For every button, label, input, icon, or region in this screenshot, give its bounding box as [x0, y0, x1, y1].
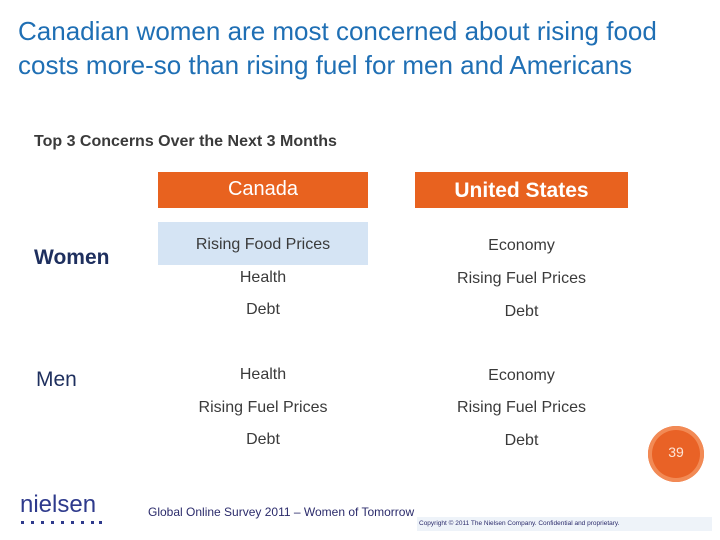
footer-survey-title: Global Online Survey 2011 – Women of Tom… [148, 505, 415, 519]
women-canada-3: Debt [246, 301, 280, 318]
men-us-1: Economy [488, 367, 555, 384]
men-us-2: Rising Fuel Prices [457, 399, 586, 416]
chart-subtitle: Top 3 Concerns Over the Next 3 Months [34, 133, 337, 150]
women-canada-1: Rising Food Prices [195, 236, 331, 253]
men-canada-1: Health [239, 366, 287, 383]
women-us-2: Rising Fuel Prices [457, 270, 586, 287]
row-label-women: Women [34, 246, 110, 269]
row-label-men: Men [36, 368, 77, 391]
highlight-box [158, 222, 368, 265]
footer-bar [417, 517, 712, 531]
men-us-3: Debt [504, 432, 539, 449]
men-canada-2: Rising Fuel Prices [198, 399, 328, 416]
nielsen-logo: nielsen [20, 491, 102, 524]
women-us-1: Economy [488, 237, 555, 254]
svg-text:nielsen: nielsen [20, 491, 96, 518]
page-title: Canadian women are most concerned about … [18, 16, 657, 80]
copyright-notice: Copyright © 2011 The Nielsen Company. Co… [419, 520, 620, 527]
women-us-3: Debt [504, 303, 539, 320]
men-canada-3: Debt [246, 431, 280, 448]
column-header-us: United States [415, 172, 628, 208]
page-number-badge: 39 [648, 426, 704, 482]
column-header-canada: Canada [158, 172, 368, 208]
women-canada-2: Health [239, 269, 287, 286]
